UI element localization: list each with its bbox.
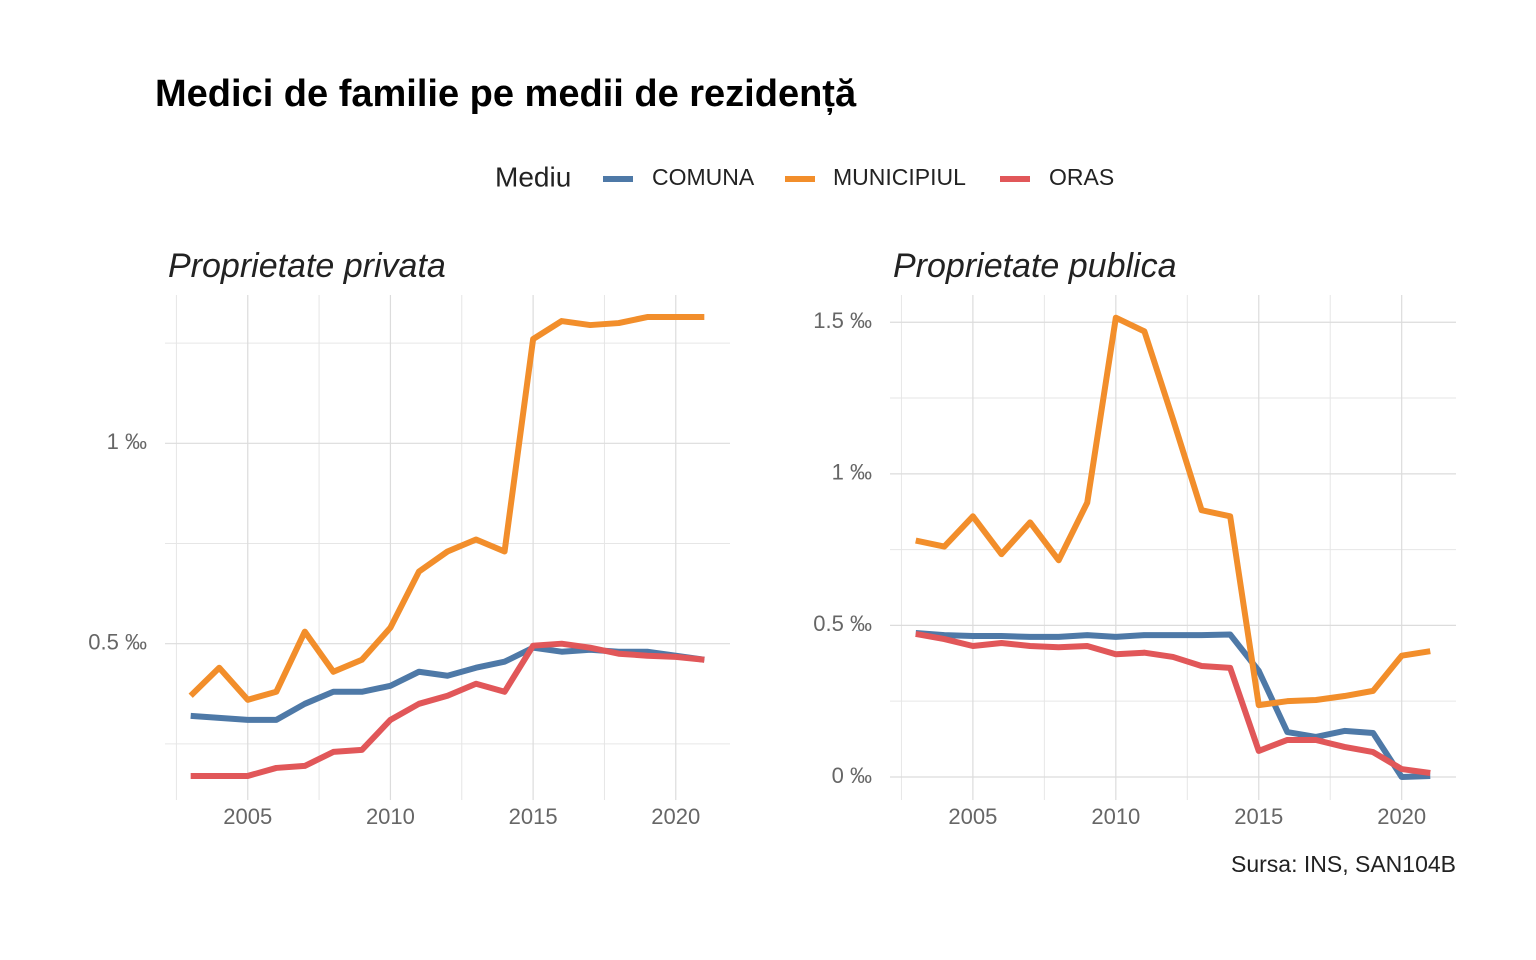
y-tick-label: 0 ‰	[832, 763, 872, 788]
series-line	[190, 640, 705, 779]
legend-title: Mediu	[495, 161, 571, 192]
series-line	[915, 629, 1431, 780]
series-line	[190, 644, 705, 723]
y-tick-label: 1 ‰	[832, 460, 872, 485]
legend-label: COMUNA	[652, 164, 755, 190]
x-tick-label: 2005	[948, 804, 997, 829]
series-line	[188, 314, 705, 703]
legend-label: ORAS	[1049, 164, 1114, 190]
y-tick-label: 0.5 ‰	[88, 630, 147, 655]
panel-title: Proprietate privata	[168, 247, 446, 285]
x-tick-label: 2015	[509, 804, 558, 829]
y-tick-label: 1 ‰	[107, 429, 147, 454]
x-tick-label: 2010	[366, 804, 415, 829]
legend-label: MUNICIPIUL	[833, 164, 966, 190]
y-tick-label: 1.5 ‰	[813, 308, 872, 333]
caption: Sursa: INS, SAN104B	[1231, 851, 1456, 877]
chart-title: Medici de familie pe medii de rezidență	[155, 73, 857, 115]
series-line	[915, 630, 1431, 776]
x-tick-label: 2020	[1377, 804, 1426, 829]
x-tick-label: 2020	[651, 804, 700, 829]
panel-title: Proprietate publica	[893, 247, 1177, 285]
x-tick-label: 2005	[223, 804, 272, 829]
x-tick-label: 2010	[1091, 804, 1140, 829]
x-tick-label: 2015	[1234, 804, 1283, 829]
series-line	[915, 314, 1431, 709]
y-tick-label: 0.5 ‰	[813, 611, 872, 636]
